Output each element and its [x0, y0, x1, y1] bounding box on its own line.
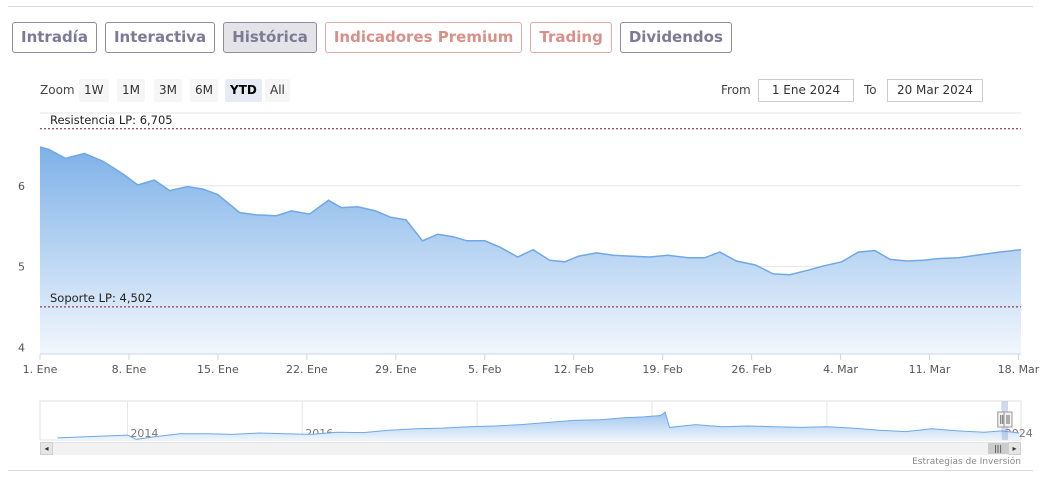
- credit-text: Estrategias de Inversión: [912, 457, 1021, 467]
- zoom-6m-button[interactable]: 6M: [190, 79, 218, 102]
- series-line: [39, 146, 1022, 276]
- scroll-thumb[interactable]: |||: [988, 443, 1008, 454]
- y-tick-label: 6: [18, 180, 25, 193]
- x-tick-label: 19. Feb: [642, 363, 682, 376]
- x-tick-label: 22. Ene: [286, 363, 328, 376]
- range-to-input[interactable]: 20 Mar 2024: [887, 79, 983, 102]
- range-to-label: To: [864, 83, 877, 97]
- top-divider: [8, 6, 1033, 7]
- scroll-left-button[interactable]: ◂: [40, 442, 53, 455]
- tab-trading[interactable]: Trading: [530, 22, 612, 53]
- x-tick-label: 1. Ene: [23, 363, 58, 376]
- x-tick-label: 11. Mar: [909, 363, 951, 376]
- x-tick-label: 18. Mar: [998, 363, 1040, 376]
- x-tick-label: 8. Ene: [112, 363, 147, 376]
- y-tick-label: 4: [18, 342, 25, 355]
- zoom-1m-button[interactable]: 1M: [117, 79, 145, 102]
- tab-interactiva[interactable]: Interactiva: [104, 22, 216, 53]
- navigator-line: [57, 411, 1020, 440]
- x-tick-label: 5. Feb: [468, 363, 501, 376]
- y-tick-label: 5: [18, 261, 25, 274]
- plot-line-label: Soporte LP: 4,502: [50, 291, 152, 305]
- tab-intradia[interactable]: Intradía: [12, 22, 97, 53]
- chart-tabs: Intradía Interactiva Histórica Indicador…: [12, 22, 732, 53]
- x-tick-label: 4. Mar: [823, 363, 858, 376]
- navigator-scrollbar[interactable]: [40, 442, 1021, 455]
- range-from-label: From: [721, 83, 751, 97]
- bottom-divider: [8, 470, 1033, 471]
- zoom-3m-button[interactable]: 3M: [154, 79, 182, 102]
- tab-historica[interactable]: Histórica: [223, 22, 317, 53]
- range-from-input[interactable]: 1 Ene 2024: [758, 79, 854, 102]
- navigator-area: [57, 412, 1020, 440]
- x-tick-label: 26. Feb: [731, 363, 771, 376]
- zoom-all-button[interactable]: All: [265, 79, 290, 102]
- x-tick-label: 15. Ene: [197, 363, 239, 376]
- navigator-handle-grip: [1003, 411, 1013, 428]
- zoom-label: Zoom: [40, 83, 75, 97]
- plot-line-label: Resistencia LP: 6,705: [50, 113, 173, 127]
- series-area: [40, 147, 1021, 354]
- x-tick-label: 12. Feb: [553, 363, 593, 376]
- zoom-1w-button[interactable]: 1W: [79, 79, 109, 102]
- x-tick-label: 29. Ene: [375, 363, 417, 376]
- tab-dividendos[interactable]: Dividendos: [619, 22, 732, 53]
- zoom-ytd-button[interactable]: YTD: [225, 79, 262, 102]
- tab-indicadores-premium[interactable]: Indicadores Premium: [324, 22, 523, 53]
- navigator-handle-right[interactable]: [1003, 411, 1013, 428]
- scroll-right-button[interactable]: ▸: [1008, 442, 1021, 455]
